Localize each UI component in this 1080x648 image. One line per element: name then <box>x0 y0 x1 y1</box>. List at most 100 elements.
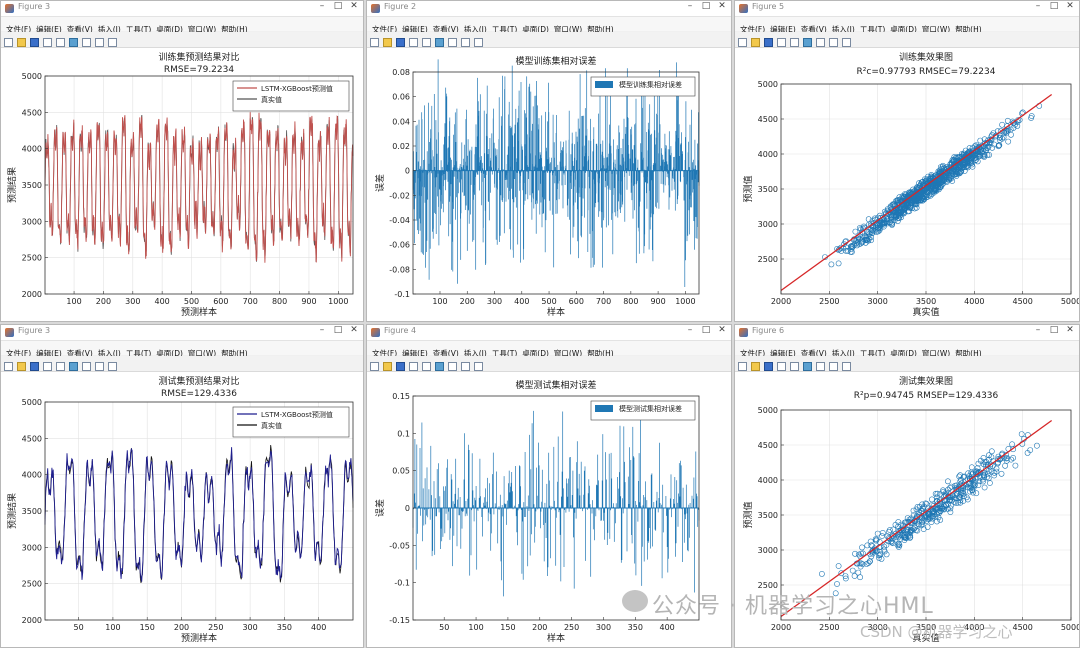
copy-figure-icon[interactable] <box>422 362 431 371</box>
open-folder-icon[interactable] <box>751 38 760 47</box>
new-file-icon[interactable] <box>4 362 13 371</box>
print-icon[interactable] <box>409 38 418 47</box>
close-icon[interactable]: ✕ <box>718 325 726 335</box>
menu-item-4[interactable]: 工具(T) <box>859 25 886 34</box>
minimize-icon[interactable]: – <box>1035 325 1041 335</box>
save-icon[interactable] <box>30 362 39 371</box>
menu-item-6[interactable]: 窗口(W) <box>921 25 951 34</box>
menu-item-7[interactable]: 帮助(H) <box>955 349 982 358</box>
save-icon[interactable] <box>396 362 405 371</box>
property-editor-icon[interactable] <box>842 38 851 47</box>
menu-item-3[interactable]: 插入(I) <box>463 25 487 34</box>
menu-item-6[interactable]: 窗口(W) <box>187 349 217 358</box>
legend-icon[interactable] <box>816 362 825 371</box>
menu-item-6[interactable]: 窗口(W) <box>553 349 583 358</box>
print-icon[interactable] <box>43 362 52 371</box>
menu-item-1[interactable]: 编辑(E) <box>770 349 796 358</box>
print-icon[interactable] <box>409 362 418 371</box>
minimize-icon[interactable]: – <box>687 325 693 335</box>
menu-item-7[interactable]: 帮助(H) <box>955 25 982 34</box>
maximize-icon[interactable]: □ <box>701 1 711 11</box>
menu-item-2[interactable]: 查看(V) <box>800 25 827 34</box>
property-editor-icon[interactable] <box>108 362 117 371</box>
close-icon[interactable]: ✕ <box>350 1 358 11</box>
menu-item-0[interactable]: 文件(F) <box>372 349 398 358</box>
menu-item-0[interactable]: 文件(F) <box>372 25 398 34</box>
property-editor-icon[interactable] <box>474 362 483 371</box>
menu-item-3[interactable]: 插入(I) <box>831 349 855 358</box>
menu-item-2[interactable]: 查看(V) <box>432 25 459 34</box>
menu-item-7[interactable]: 帮助(H) <box>221 349 248 358</box>
menu-item-4[interactable]: 工具(T) <box>125 349 152 358</box>
open-folder-icon[interactable] <box>751 362 760 371</box>
menu-item-2[interactable]: 查看(V) <box>66 25 93 34</box>
colorbar-icon[interactable] <box>803 38 812 47</box>
colorbar-icon[interactable] <box>803 362 812 371</box>
property-editor-icon[interactable] <box>108 38 117 47</box>
test-error-bar-chart[interactable]: 50 100 150 200 250 300 350 400 -0.15 -0.1 -0.05 0 0.… <box>367 372 731 647</box>
pointer-icon[interactable] <box>829 362 838 371</box>
menu-item-2[interactable]: 查看(V) <box>800 349 827 358</box>
new-file-icon[interactable] <box>738 38 747 47</box>
menu-item-5[interactable]: 桌面(D) <box>890 349 917 358</box>
minimize-icon[interactable]: – <box>687 1 693 11</box>
train-line-chart[interactable]: 100 200 300 400 500 600 700 800 900 1000 2000 2500 3… <box>1 48 363 321</box>
maximize-icon[interactable]: □ <box>1049 1 1059 11</box>
pointer-icon[interactable] <box>461 38 470 47</box>
legend-icon[interactable] <box>448 362 457 371</box>
save-icon[interactable] <box>764 38 773 47</box>
copy-figure-icon[interactable] <box>790 362 799 371</box>
new-file-icon[interactable] <box>370 362 379 371</box>
maximize-icon[interactable]: □ <box>1049 325 1059 335</box>
open-folder-icon[interactable] <box>383 362 392 371</box>
pointer-icon[interactable] <box>461 362 470 371</box>
close-icon[interactable]: ✕ <box>1066 325 1074 335</box>
test-line-chart[interactable]: 50 100 150 200 250 300 350 400 2000 2500 3000 3500 4… <box>1 372 363 647</box>
maximize-icon[interactable]: □ <box>701 325 711 335</box>
property-editor-icon[interactable] <box>842 362 851 371</box>
new-file-icon[interactable] <box>4 38 13 47</box>
open-folder-icon[interactable] <box>383 38 392 47</box>
print-icon[interactable] <box>777 38 786 47</box>
menu-item-0[interactable]: 文件(F) <box>740 349 766 358</box>
menu-item-0[interactable]: 文件(F) <box>6 25 32 34</box>
copy-figure-icon[interactable] <box>790 38 799 47</box>
train-scatter-chart[interactable]: 2000 2500 3000 3500 4000 4500 5000 2500 3000 3500… <box>735 48 1079 321</box>
print-icon[interactable] <box>43 38 52 47</box>
menu-item-1[interactable]: 编辑(E) <box>402 349 428 358</box>
copy-figure-icon[interactable] <box>56 362 65 371</box>
pointer-icon[interactable] <box>829 38 838 47</box>
menu-item-7[interactable]: 帮助(H) <box>221 25 248 34</box>
close-icon[interactable]: ✕ <box>1066 1 1074 11</box>
menu-item-5[interactable]: 桌面(D) <box>522 349 549 358</box>
menu-item-1[interactable]: 编辑(E) <box>36 25 62 34</box>
colorbar-icon[interactable] <box>69 38 78 47</box>
colorbar-icon[interactable] <box>435 362 444 371</box>
maximize-icon[interactable]: □ <box>333 1 343 11</box>
menu-item-1[interactable]: 编辑(E) <box>36 349 62 358</box>
new-file-icon[interactable] <box>370 38 379 47</box>
menu-item-1[interactable]: 编辑(E) <box>770 25 796 34</box>
test-scatter-chart[interactable]: 2000 2500 3000 3500 4000 4500 5000 2500 3000 3500… <box>735 372 1079 647</box>
save-icon[interactable] <box>764 362 773 371</box>
copy-figure-icon[interactable] <box>56 38 65 47</box>
menu-item-7[interactable]: 帮助(H) <box>587 25 614 34</box>
menu-item-4[interactable]: 工具(T) <box>491 349 518 358</box>
print-icon[interactable] <box>777 362 786 371</box>
open-folder-icon[interactable] <box>17 362 26 371</box>
menu-item-0[interactable]: 文件(F) <box>740 25 766 34</box>
minimize-icon[interactable]: – <box>319 1 325 11</box>
menu-item-7[interactable]: 帮助(H) <box>587 349 614 358</box>
minimize-icon[interactable]: – <box>1035 1 1041 11</box>
menu-item-3[interactable]: 插入(I) <box>831 25 855 34</box>
legend-icon[interactable] <box>82 38 91 47</box>
menu-item-4[interactable]: 工具(T) <box>491 25 518 34</box>
menu-item-4[interactable]: 工具(T) <box>125 25 152 34</box>
property-editor-icon[interactable] <box>474 38 483 47</box>
menu-item-5[interactable]: 桌面(D) <box>890 25 917 34</box>
new-file-icon[interactable] <box>738 362 747 371</box>
maximize-icon[interactable]: □ <box>333 325 343 335</box>
menu-item-0[interactable]: 文件(F) <box>6 349 32 358</box>
colorbar-icon[interactable] <box>69 362 78 371</box>
menu-item-2[interactable]: 查看(V) <box>432 349 459 358</box>
